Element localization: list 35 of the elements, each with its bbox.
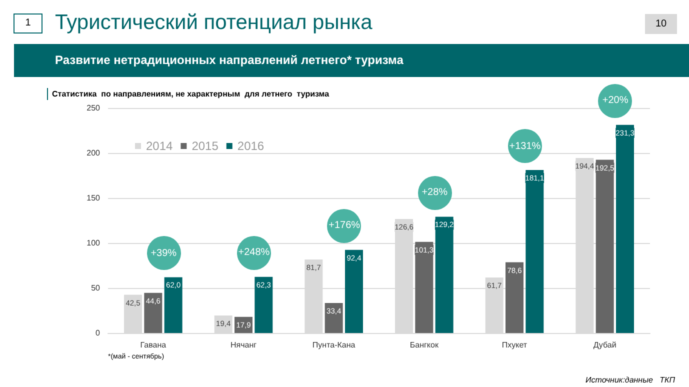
text: Источник:данные ТКП (586, 376, 676, 384)
y-tick-label: 150 (86, 194, 101, 202)
x-tick-label: Дубай (593, 340, 616, 350)
circle-badge: +248% (237, 236, 271, 270)
bar (344, 250, 363, 333)
circle-badge: +28% (418, 176, 452, 210)
bar (616, 124, 634, 333)
x-tick-label: Пхукет (502, 340, 528, 350)
bar (526, 170, 544, 333)
bar (435, 216, 454, 333)
chart-subtitle: Развитие нетрадиционных направлений летнего* туризма (55, 53, 404, 67)
y-tick-label: 200 (86, 148, 101, 158)
x-tick-label: Бангкок (410, 340, 439, 350)
circle-badge: +176% (327, 208, 362, 243)
chart-title: Туристический потенциал рынка (55, 11, 373, 34)
text: 1 (25, 18, 32, 28)
y-tick-label: 0 (96, 328, 101, 338)
x-tick-label: Пунта-Кана (312, 340, 356, 350)
x-tick-label: Гавана (140, 340, 167, 350)
legend-label: 2015 (192, 139, 219, 153)
legend-label: 2014 (146, 139, 174, 153)
bar (164, 277, 182, 333)
x-tick-label: Нячанг (230, 340, 257, 350)
text: 10 (655, 18, 667, 30)
y-tick-label: 50 (91, 284, 101, 292)
circle-badge: +20% (598, 84, 632, 118)
bar (254, 276, 273, 333)
legend-label: 2016 (237, 139, 264, 153)
y-tick-label: 250 (86, 104, 101, 112)
text: Статистика по направлениям, не характерным для летнего туризма (52, 90, 330, 98)
circle-badge: +131% (508, 129, 542, 163)
circle-badge: +39% (146, 236, 181, 270)
y-tick-label: 100 (86, 238, 101, 248)
bar (506, 262, 524, 333)
bar (596, 160, 614, 333)
